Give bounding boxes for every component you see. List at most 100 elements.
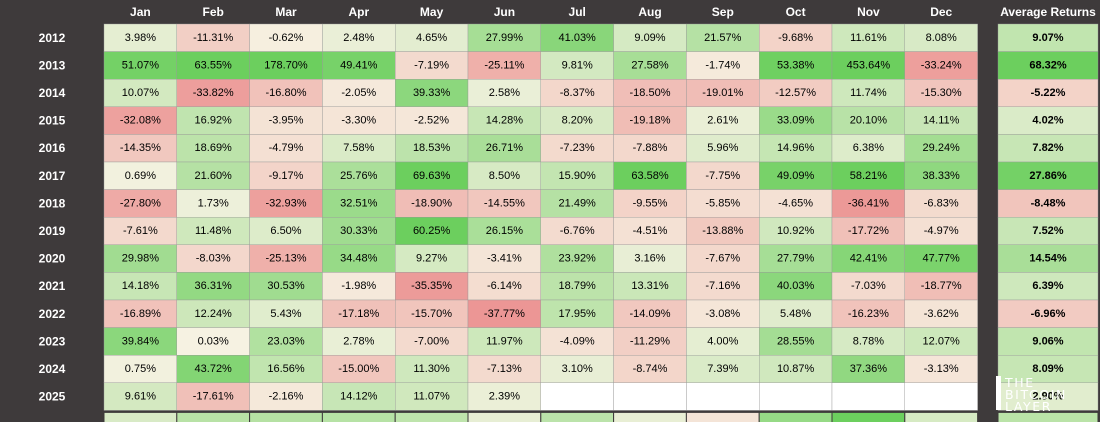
column-header-jun: Jun [494,5,515,19]
cell-label-2017-aug: 63.58% [631,170,669,182]
avg-cell-label-2023: 9.06% [1032,335,1063,347]
cell-label-2024-sep: 7.39% [707,363,738,375]
cell-label-2024-apr: -15.00% [338,363,379,375]
cell-label-2012-nov: 11.61% [850,32,887,44]
row-label-2023: 2023 [39,334,66,348]
cell-2015-mar [249,106,323,135]
cell-2022-feb [176,299,250,328]
cell-2013-jul [540,51,614,80]
cell-2018-mar [249,189,323,218]
cell-2014-may [395,78,469,107]
cell-label-2016-nov: 6.38% [853,142,884,154]
cell-2024-jun [467,355,542,384]
row-label-2013: 2013 [39,58,66,72]
avg-cell-label-2024: 8.09% [1032,363,1063,375]
cell-label-2017-oct: 49.09% [777,170,815,182]
cell-label-2016-jul: -7.23% [560,142,595,154]
logo-line-1: THE [1005,375,1035,390]
cell-label-2021-sep: -7.16% [705,280,740,292]
cell-label-2020-mar: -25.13% [266,253,307,265]
cell-label-2024-may: 11.30% [413,363,450,375]
cell-label-2023-feb: 0.03% [198,335,229,347]
cell-2021-jan [103,272,178,301]
cell-label-2012-may: 4.65% [416,32,447,44]
average-cell-feb [176,411,251,422]
column-header-average: Average Returns [1000,5,1096,19]
avg-cell-label-2016: 7.82% [1032,142,1063,154]
row-label-2014: 2014 [39,86,66,100]
avg-cell-label-2013: 68.32% [1029,59,1067,71]
cell-label-2013-aug: 27.58% [631,59,669,71]
cell-label-2019-jun: 26.15% [486,225,524,237]
avg-cell-label-2021: 6.39% [1032,280,1063,292]
cell-label-2024-jan: 0.75% [125,363,156,375]
cell-2017-feb [176,161,250,190]
column-header-oct: Oct [786,5,806,19]
avg-cell-2012 [997,23,1099,52]
cell-label-2018-sep: -5.85% [705,197,740,209]
cell-2025-may [395,382,469,411]
cell-label-2020-dec: 47.77% [923,253,961,265]
cell-2019-mar [249,216,323,245]
cell-2019-jan [103,216,178,245]
cell-label-2013-jul: 9.81% [562,59,593,71]
cell-2019-apr [322,216,396,245]
column-header-dec: Dec [930,5,952,19]
cell-2024-may [395,355,469,384]
average-cell-label-oct: 19.02% [777,420,815,422]
cell-label-2014-oct: -12.57% [775,87,816,99]
cell-label-2015-jun: 14.28% [486,115,524,127]
cell-2015-sep [686,106,760,135]
cell-2024-nov [831,355,906,384]
row-label-2016: 2016 [39,141,66,155]
cell-2022-nov [831,299,906,328]
average-cell-oct [758,411,833,422]
cell-2012-may [395,23,469,52]
cell-2021-aug [613,272,687,301]
avg-cell-label-2018: -8.48% [1031,197,1066,209]
cell-label-2018-jun: -14.55% [484,197,525,209]
cell-label-2019-apr: 30.33% [340,225,378,237]
cell-2016-jan [103,134,178,163]
cell-label-2023-aug: -11.29% [630,335,670,347]
cell-label-2023-sep: 4.00% [707,335,738,347]
cell-label-2025-apr: 14.12% [340,391,378,403]
row-label-2024: 2024 [39,362,66,376]
cell-2019-jun [467,216,542,245]
cell-label-2025-jan: 9.61% [125,391,156,403]
cell-2015-apr [322,106,396,135]
cell-2025-dec [904,382,978,411]
cell-2018-jan [103,189,178,218]
cell-label-2018-dec: -6.83% [924,197,959,209]
avg-cell-2022 [997,299,1099,328]
cell-label-2020-nov: 42.41% [850,253,888,265]
avg-cell-2021 [997,272,1099,301]
cell-label-2024-jun: -7.13% [487,363,522,375]
cell-2012-feb [176,23,250,52]
cell-label-2021-oct: 40.03% [777,280,815,292]
cell-label-2016-jan: -14.35% [120,142,161,154]
cell-label-2020-jan: 29.98% [122,253,160,265]
cell-2022-dec [904,299,978,328]
cell-label-2015-aug: -19.18% [630,115,671,127]
cell-2013-jun [467,51,542,80]
cell-label-2016-may: 18.53% [413,142,451,154]
cell-label-2015-jul: 8.20% [562,115,593,127]
avg-cell-2015 [997,106,1099,135]
cell-2024-aug [613,355,687,384]
cell-2021-jun [467,272,542,301]
cell-2024-mar [249,355,323,384]
average-cell-jan [103,411,178,422]
cell-2023-aug [613,327,687,356]
cell-label-2023-apr: 2.78% [343,335,374,347]
cell-label-2016-oct: 14.96% [777,142,815,154]
column-header-aug: Aug [638,5,661,19]
cell-label-2013-dec: -33.24% [921,59,962,71]
average-cell-aug [613,411,687,422]
avg-cell-2017 [997,161,1099,190]
cell-label-2022-nov: -16.23% [848,308,889,320]
cell-label-2018-jul: 21.49% [559,197,597,209]
cell-2019-aug [613,216,687,245]
cell-label-2019-mar: 6.50% [270,225,301,237]
